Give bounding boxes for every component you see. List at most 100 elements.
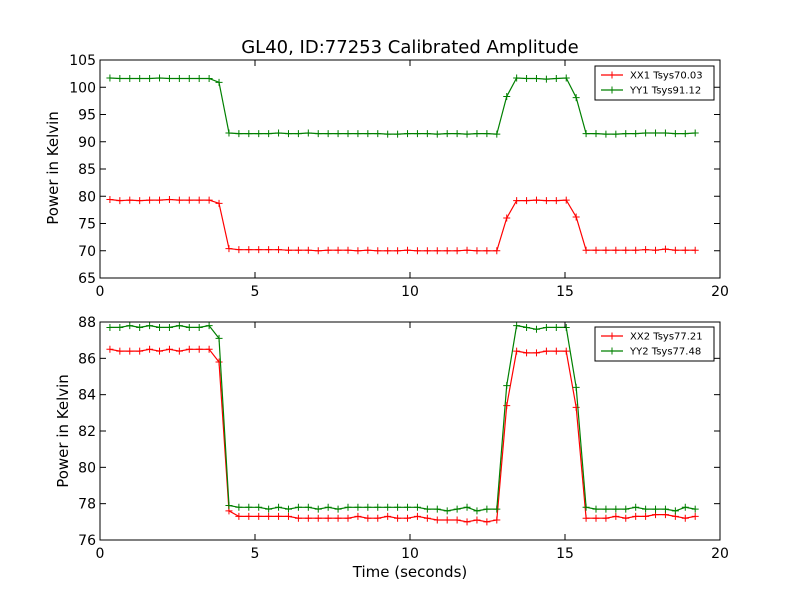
y-tick-label: 85 (78, 162, 96, 178)
data-point (116, 347, 124, 355)
legend: XX1 Tsys70.03 YY1 Tsys91.12 (594, 65, 715, 101)
data-point (562, 347, 570, 355)
data-point (404, 246, 412, 254)
data-point (265, 512, 273, 520)
data-point (542, 323, 550, 331)
data-point (632, 246, 640, 254)
data-point (463, 130, 471, 138)
bottom-y-axis-label: Power in Kelvin (54, 374, 72, 488)
data-point (165, 323, 173, 331)
data-point (304, 246, 312, 254)
y-tick-label: 76 (78, 533, 96, 549)
data-point (612, 512, 620, 520)
data-point (334, 130, 342, 138)
data-point (284, 246, 292, 254)
data-point (642, 246, 650, 254)
data-point (156, 196, 164, 204)
data-point (493, 247, 501, 255)
data-point (642, 512, 650, 520)
data-point (146, 345, 154, 353)
data-point (542, 197, 550, 205)
data-point (493, 516, 501, 524)
data-point (146, 75, 154, 83)
data-point (185, 323, 193, 331)
data-point (572, 94, 580, 102)
data-point (671, 246, 679, 254)
data-point (632, 130, 640, 138)
data-point (582, 514, 590, 522)
data-point (294, 503, 302, 511)
series-2 (106, 74, 699, 138)
data-point (404, 503, 412, 511)
data-point (304, 514, 312, 522)
data-point (324, 246, 332, 254)
legend-box (594, 326, 715, 362)
data-point (622, 246, 630, 254)
data-point (354, 503, 362, 511)
data-point (394, 130, 402, 138)
data-point (562, 323, 570, 331)
data-point (225, 501, 233, 509)
data-point (106, 196, 114, 204)
data-point (612, 246, 620, 254)
data-point (106, 323, 114, 331)
data-point (473, 130, 481, 138)
data-point (245, 503, 253, 511)
data-point (612, 505, 620, 513)
data-point (602, 130, 610, 138)
data-point (463, 518, 471, 526)
data-point (215, 78, 223, 86)
data-point (235, 503, 243, 511)
legend: XX2 Tsys77.21 YY2 Tsys77.48 (594, 326, 715, 362)
data-point (681, 503, 689, 511)
data-point (116, 323, 124, 331)
data-point (433, 130, 441, 138)
data-point (572, 383, 580, 391)
data-point (443, 507, 451, 515)
x-tick-label: 15 (556, 546, 574, 562)
data-point (175, 75, 183, 83)
legend-entry: YY2 Tsys77.48 (601, 347, 701, 358)
data-point (205, 75, 213, 83)
data-point (116, 197, 124, 205)
legend-label: XX1 Tsys70.03 (630, 71, 703, 82)
legend-entry: XX2 Tsys77.21 (601, 332, 703, 343)
data-point (275, 246, 283, 254)
data-point (483, 247, 491, 255)
data-point (364, 130, 372, 138)
data-point (265, 505, 273, 513)
data-point (443, 247, 451, 255)
data-point (582, 246, 590, 254)
data-point (156, 74, 164, 82)
data-point (364, 514, 372, 522)
data-point (156, 347, 164, 355)
data-point (364, 503, 372, 511)
legend-marker (608, 332, 616, 340)
data-point (265, 130, 273, 138)
data-point (423, 130, 431, 138)
data-point (255, 512, 263, 520)
data-point (195, 196, 203, 204)
data-point (433, 505, 441, 513)
data-point (652, 246, 660, 254)
data-point (532, 196, 540, 204)
x-tick-label: 5 (251, 546, 260, 562)
legend-marker (608, 347, 616, 355)
data-point (612, 130, 620, 138)
x-tick-label: 0 (96, 284, 105, 300)
x-tick-label: 15 (556, 284, 574, 300)
top-panel: 0 5 10 15 20 65 70 75 80 85 90 95 100 105 XX1 Tsys70.0… (69, 53, 729, 300)
data-point (413, 503, 421, 511)
data-point (552, 323, 560, 331)
data-point (354, 130, 362, 138)
data-point (364, 246, 372, 254)
data-point (284, 512, 292, 520)
data-point (523, 349, 531, 357)
legend-label: XX2 Tsys77.21 (630, 332, 703, 343)
data-point (552, 75, 560, 83)
data-point (165, 75, 173, 83)
data-point (523, 323, 531, 331)
data-point (572, 213, 580, 221)
series-3 (106, 345, 699, 526)
data-point (384, 247, 392, 255)
